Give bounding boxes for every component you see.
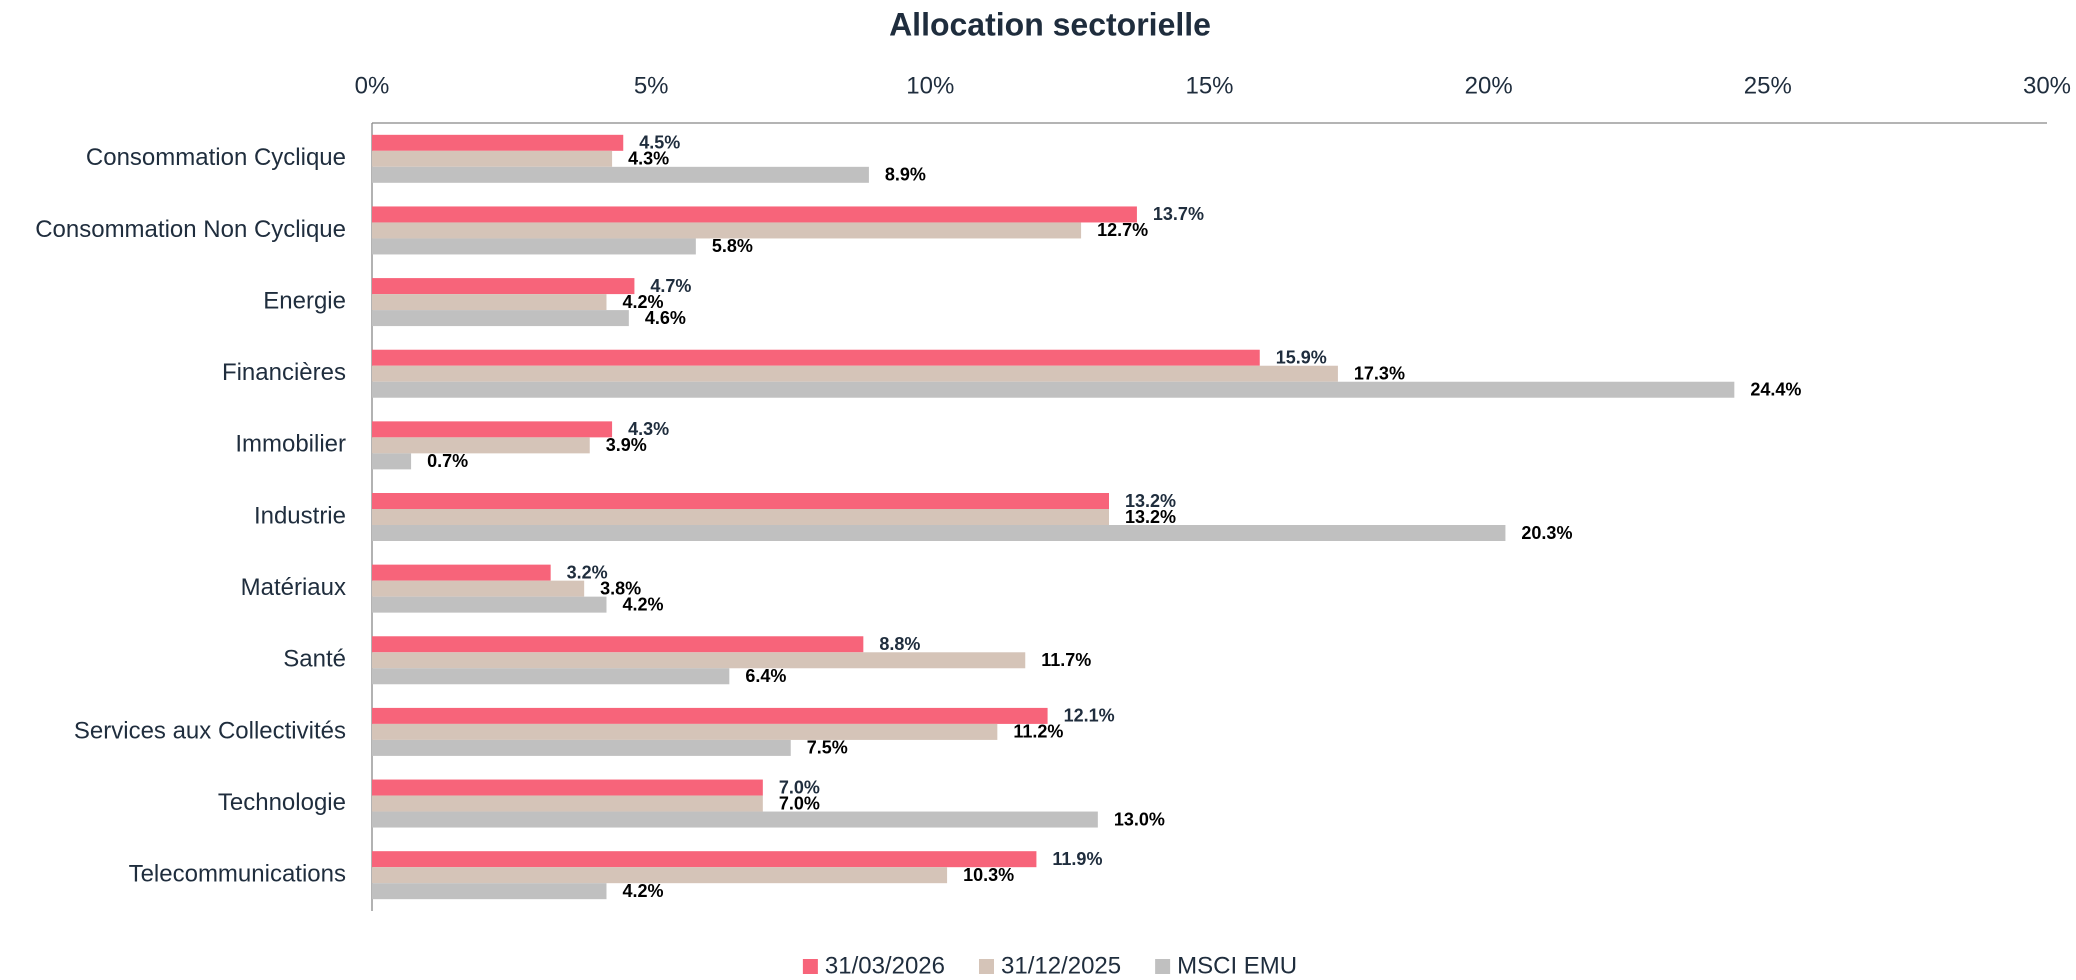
bar: [372, 381, 1735, 398]
y-tick-label: Santé: [283, 646, 346, 673]
data-label: 11.2%: [1013, 722, 1063, 742]
legend-label: 31/12/2025: [1001, 952, 1121, 979]
x-tick-label: 15%: [1185, 72, 1233, 99]
y-tick-label: Technologie: [218, 789, 346, 816]
x-tick-label: 5%: [634, 72, 669, 99]
bar: [372, 349, 1260, 366]
data-label: 13.2%: [1125, 507, 1176, 527]
bar: [372, 278, 635, 295]
data-label: 0.7%: [427, 451, 468, 471]
data-label: 7.0%: [779, 793, 820, 813]
data-label: 3.2%: [567, 562, 608, 582]
bar: [372, 166, 869, 183]
y-tick-label: Consommation Cyclique: [86, 144, 346, 171]
data-label: 3.9%: [606, 435, 647, 455]
data-label: 11.7%: [1041, 650, 1091, 670]
data-label: 4.2%: [623, 292, 664, 312]
bar: [372, 525, 1506, 541]
data-label: 8.8%: [879, 634, 920, 654]
x-tick-label: 20%: [1465, 72, 1513, 99]
bar: [372, 150, 613, 167]
bar: [372, 779, 763, 796]
bar: [372, 739, 791, 756]
bar: [372, 310, 629, 327]
data-label: 10.3%: [963, 865, 1014, 885]
bar: [372, 206, 1137, 223]
bar: [372, 723, 998, 740]
bar: [372, 851, 1037, 868]
data-label: 12.7%: [1097, 220, 1148, 240]
bar: [372, 365, 1338, 382]
data-label: 13.2%: [1125, 491, 1176, 511]
bar: [372, 421, 613, 438]
data-label: 13.7%: [1153, 204, 1204, 224]
x-tick-label: 25%: [1744, 72, 1792, 99]
bar: [372, 564, 551, 581]
data-label: 4.3%: [628, 419, 669, 439]
bar: [372, 294, 607, 311]
data-label: 12.1%: [1064, 706, 1115, 726]
y-tick-label: Immobilier: [235, 431, 346, 458]
bar: [372, 493, 1109, 509]
data-label: 4.2%: [623, 881, 664, 901]
data-label: 7.0%: [779, 777, 820, 797]
y-tick-label: Services aux Collectivités: [74, 717, 346, 744]
x-tick-label: 0%: [355, 72, 390, 99]
data-label: 17.3%: [1354, 363, 1405, 383]
data-label: 4.3%: [628, 149, 669, 169]
data-label: 24.4%: [1750, 379, 1801, 399]
data-label: 20.3%: [1521, 523, 1572, 543]
data-label: 4.5%: [639, 133, 680, 153]
data-label: 11.9%: [1052, 849, 1102, 869]
data-label: 13.0%: [1114, 809, 1165, 829]
x-tick-label: 10%: [906, 72, 954, 99]
y-tick-label: Financières: [222, 359, 346, 386]
y-tick-label: Energie: [263, 287, 346, 314]
bar: [372, 652, 1026, 669]
bar: [372, 453, 412, 470]
data-label: 8.9%: [885, 165, 926, 185]
x-tick-label: 30%: [2023, 72, 2071, 99]
y-tick-label: Matériaux: [241, 574, 346, 601]
bar: [372, 596, 607, 613]
legend-swatch: [802, 959, 818, 974]
bar: [372, 222, 1082, 239]
legend-label: MSCI EMU: [1177, 952, 1297, 979]
bar: [372, 795, 763, 812]
chart-title: Allocation sectorielle: [889, 6, 1211, 42]
bar: [372, 668, 730, 685]
legend-swatch: [979, 959, 994, 974]
bar: [372, 636, 864, 653]
y-tick-label: Telecommunications: [129, 861, 346, 888]
y-tick-label: Industrie: [254, 502, 346, 529]
bar: [372, 437, 590, 454]
legend-label: 31/03/2026: [825, 952, 945, 979]
bar: [372, 238, 696, 255]
y-tick-label: Consommation Non Cyclique: [35, 216, 346, 243]
legend-swatch: [1155, 959, 1171, 974]
bar: [372, 509, 1109, 525]
data-label: 15.9%: [1276, 347, 1327, 367]
bar: [372, 883, 607, 900]
bar: [372, 707, 1048, 724]
data-label: 4.2%: [623, 594, 664, 614]
data-label: 6.4%: [745, 666, 786, 686]
data-label: 5.8%: [712, 236, 753, 256]
bar: [372, 867, 948, 884]
bar: [372, 580, 585, 597]
data-label: 7.5%: [807, 738, 848, 758]
bar: [372, 134, 624, 151]
bar: [372, 811, 1098, 828]
data-label: 4.7%: [650, 276, 691, 296]
data-label: 3.8%: [600, 578, 641, 598]
data-label: 4.6%: [645, 308, 686, 328]
